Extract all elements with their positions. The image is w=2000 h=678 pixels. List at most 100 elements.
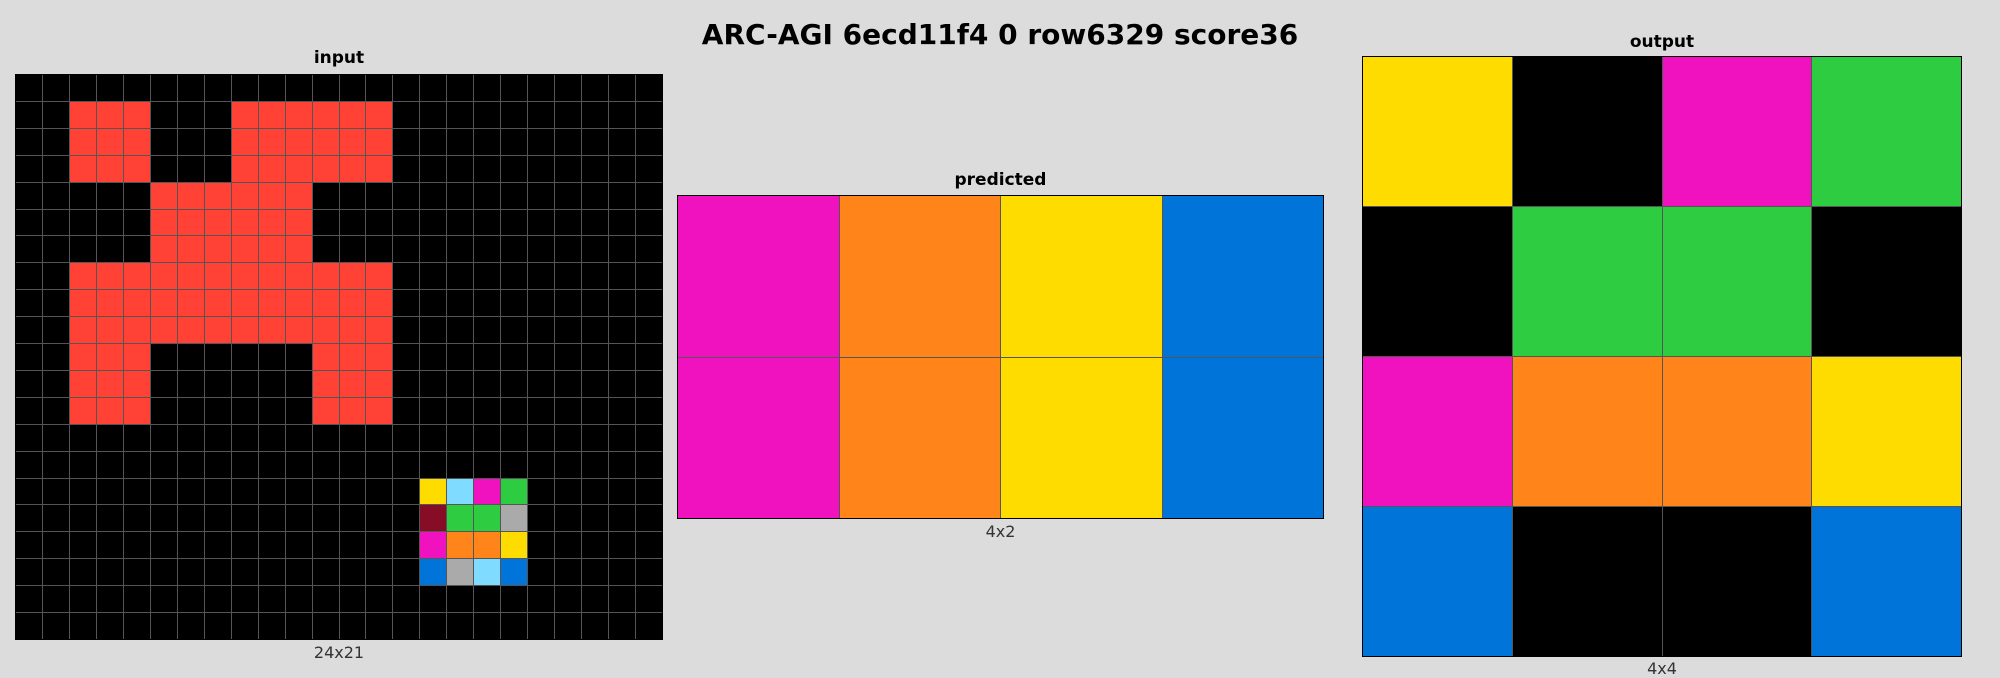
grid-cell [16,128,42,155]
grid-cell [528,559,555,586]
grid-cell [420,478,447,505]
grid-cell [582,424,609,451]
grid-cell [177,101,204,128]
grid-cell [1812,507,1961,656]
grid-cell [123,397,150,424]
grid-cell [474,290,501,317]
grid-cell [258,155,285,182]
grid-cell [501,209,528,236]
grid-cell [69,559,96,586]
grid-cell [1001,357,1162,518]
grid-cell [555,236,582,263]
grid-cell [528,532,555,559]
grid-cell [96,559,123,586]
grid-cell [420,532,447,559]
grid-cell [393,101,420,128]
grid-cell [258,236,285,263]
grid-cell [312,559,339,586]
grid-cell [339,370,366,397]
grid-cell [528,290,555,317]
grid-cell [339,451,366,478]
grid-cell [582,75,609,101]
grid-cell [312,317,339,344]
grid-cell [312,505,339,532]
grid-cell [609,451,636,478]
grid-cell [204,182,231,209]
grid-cell [204,478,231,505]
grid-cell [96,209,123,236]
grid-cell [1512,357,1662,506]
grid-cell [609,155,636,182]
grid-cell [312,128,339,155]
grid-cell [312,586,339,613]
grid-cell [555,317,582,344]
grid-cell [96,613,123,639]
grid-cell [285,505,312,532]
grid-cell [474,370,501,397]
grid-cell [339,263,366,290]
grid-cell [312,613,339,639]
grid-cell [393,478,420,505]
grid-cell [528,613,555,639]
grid-cell [582,478,609,505]
grid-cell [16,101,42,128]
grid-cell [582,263,609,290]
grid-cell [839,357,1000,518]
grid-cell [636,101,662,128]
grid-cell [366,317,393,344]
grid-cell [528,236,555,263]
grid-cell [474,344,501,370]
grid-cell [69,532,96,559]
grid-cell [393,505,420,532]
grid-cell [447,101,474,128]
grid-cell [420,209,447,236]
grid-cell [150,478,177,505]
grid-cell [678,357,839,518]
grid-cell [177,317,204,344]
output-grid [1362,56,1962,657]
grid-cell [69,182,96,209]
grid-cell [474,478,501,505]
grid-cell [231,209,258,236]
grid-cell [258,101,285,128]
grid-cell [177,209,204,236]
grid-cell [1162,357,1323,518]
grid-cell [582,344,609,370]
grid-cell [96,155,123,182]
grid-cell [393,559,420,586]
grid-cell [447,424,474,451]
grid-cell [636,505,662,532]
grid-cell [339,155,366,182]
grid-cell [42,478,69,505]
grid-cell [1812,207,1961,356]
grid-cell [123,505,150,532]
grid-cell [1512,57,1662,206]
grid-cell [204,586,231,613]
grid-cell [285,344,312,370]
grid-cell [609,505,636,532]
grid-cell [528,155,555,182]
grid-cell [393,290,420,317]
grid-cell [528,182,555,209]
grid-cell [420,424,447,451]
grid-cell [420,182,447,209]
grid-cell [339,236,366,263]
grid-cell [150,290,177,317]
grid-cell [312,451,339,478]
grid-cell [177,397,204,424]
grid-cell [69,505,96,532]
grid-cell [204,370,231,397]
grid-cell [636,182,662,209]
grid-cell [258,128,285,155]
grid-cell [474,209,501,236]
grid-cell [582,370,609,397]
grid-cell [258,586,285,613]
grid-cell [231,478,258,505]
grid-cell [16,317,42,344]
grid-cell [177,478,204,505]
grid-cell [123,424,150,451]
grid-cell [528,344,555,370]
grid-cell [339,344,366,370]
grid-cell [555,478,582,505]
grid-cell [204,613,231,639]
